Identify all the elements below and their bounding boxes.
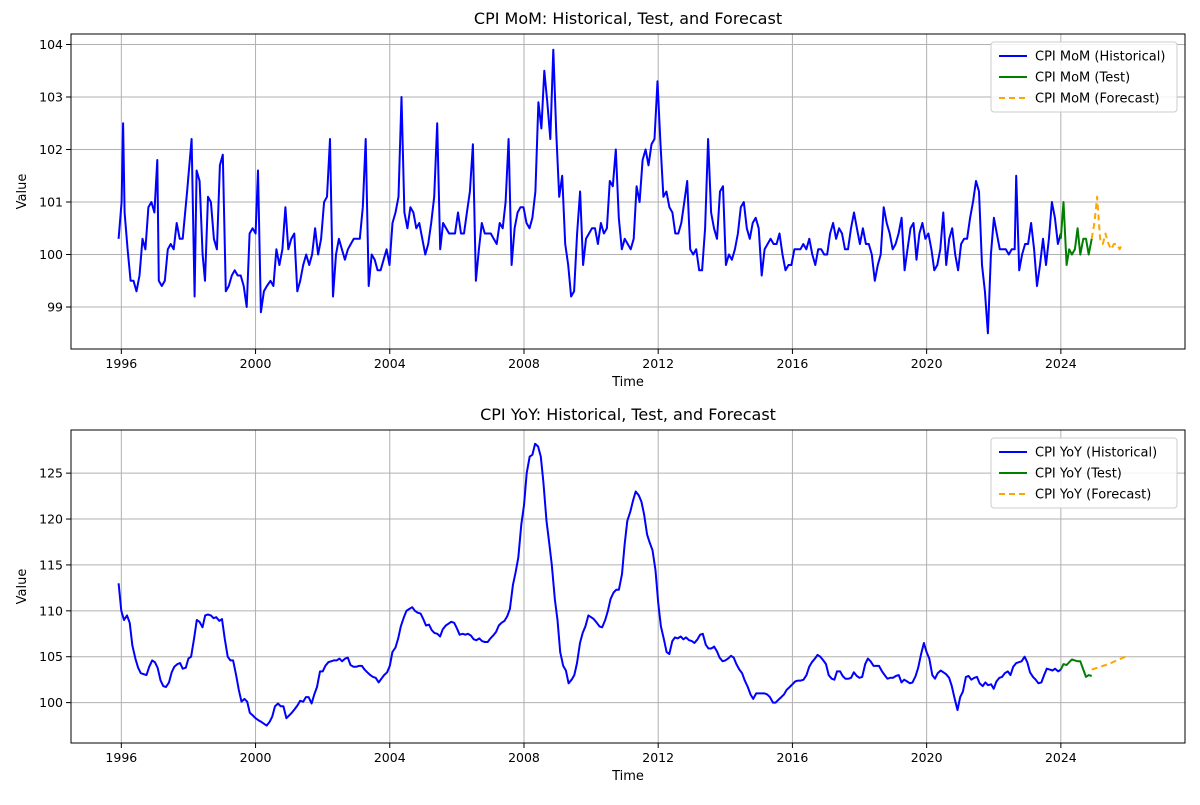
y-tick-label: 103 xyxy=(39,90,63,105)
x-tick-label: 2016 xyxy=(777,356,809,371)
chart-title: CPI YoY: Historical, Test, and Forecast xyxy=(480,405,776,424)
x-tick-label: 2016 xyxy=(777,750,809,765)
series-line xyxy=(1059,201,1093,266)
y-tick-label: 99 xyxy=(47,300,63,315)
x-tick-label: 1996 xyxy=(105,356,137,371)
x-axis-label: Time xyxy=(611,375,644,390)
series-line xyxy=(117,48,1062,335)
y-tick-label: 102 xyxy=(39,142,63,157)
y-tick-label: 105 xyxy=(39,649,63,664)
panel-2: 1996 2000 2004 2008 2012 2016 2020 2024 100 105 11… xyxy=(15,405,1186,784)
legend-label: CPI YoY (Forecast) xyxy=(1035,488,1151,503)
x-tick-label: 2004 xyxy=(374,356,406,371)
y-tick-label: 100 xyxy=(39,247,63,262)
x-tick-label: 2012 xyxy=(642,750,674,765)
legend-label: CPI YoY (Historical) xyxy=(1035,446,1157,461)
x-tick-label: 2008 xyxy=(508,356,540,371)
series-group xyxy=(117,442,1126,727)
legend-label: CPI MoM (Test) xyxy=(1035,71,1130,86)
x-tick-label: 2020 xyxy=(911,750,943,765)
series-group xyxy=(117,48,1124,335)
legend-box xyxy=(990,41,1178,113)
x-tick-label: 2000 xyxy=(240,356,272,371)
x-tick-label: 2024 xyxy=(1045,750,1077,765)
plot-frame xyxy=(70,33,1186,350)
series-line xyxy=(1090,195,1124,251)
legend-box xyxy=(990,437,1178,509)
y-axis-label: Value xyxy=(15,569,30,605)
series-line xyxy=(1091,655,1126,671)
series-line xyxy=(1059,658,1092,678)
x-tick-label: 2004 xyxy=(374,750,406,765)
legend-label: CPI MoM (Forecast) xyxy=(1035,92,1160,107)
y-tick-label: 100 xyxy=(39,695,63,710)
y-tick-label: 104 xyxy=(39,37,63,52)
x-tick-label: 1996 xyxy=(105,750,137,765)
y-tick-label: 115 xyxy=(39,557,63,572)
series-line xyxy=(117,442,1062,727)
y-axis-label: Value xyxy=(15,174,30,210)
x-tick-label: 2012 xyxy=(642,356,674,371)
x-tick-label: 2024 xyxy=(1045,356,1077,371)
legend: CPI MoM (Historical) CPI MoM (Test) CPI Mo… xyxy=(990,41,1178,113)
legend-label: CPI MoM (Historical) xyxy=(1035,50,1165,65)
y-tick-label: 120 xyxy=(39,512,63,527)
y-tick-label: 110 xyxy=(39,603,63,618)
x-tick-label: 2020 xyxy=(911,356,943,371)
x-tick-label: 2008 xyxy=(508,750,540,765)
y-tick-label: 101 xyxy=(39,195,63,210)
plot-frame xyxy=(70,429,1186,744)
x-axis-label: Time xyxy=(611,769,644,784)
x-tick-label: 2000 xyxy=(240,750,272,765)
y-tick-label: 125 xyxy=(39,466,63,481)
legend: CPI YoY (Historical) CPI YoY (Test) CPI Yo… xyxy=(990,437,1178,509)
panel-1: 1996 2000 2004 2008 2012 2016 2020 2024 99 100 101… xyxy=(15,9,1186,390)
chart-title: CPI MoM: Historical, Test, and Forecast xyxy=(474,9,782,28)
legend-label: CPI YoY (Test) xyxy=(1035,467,1122,482)
